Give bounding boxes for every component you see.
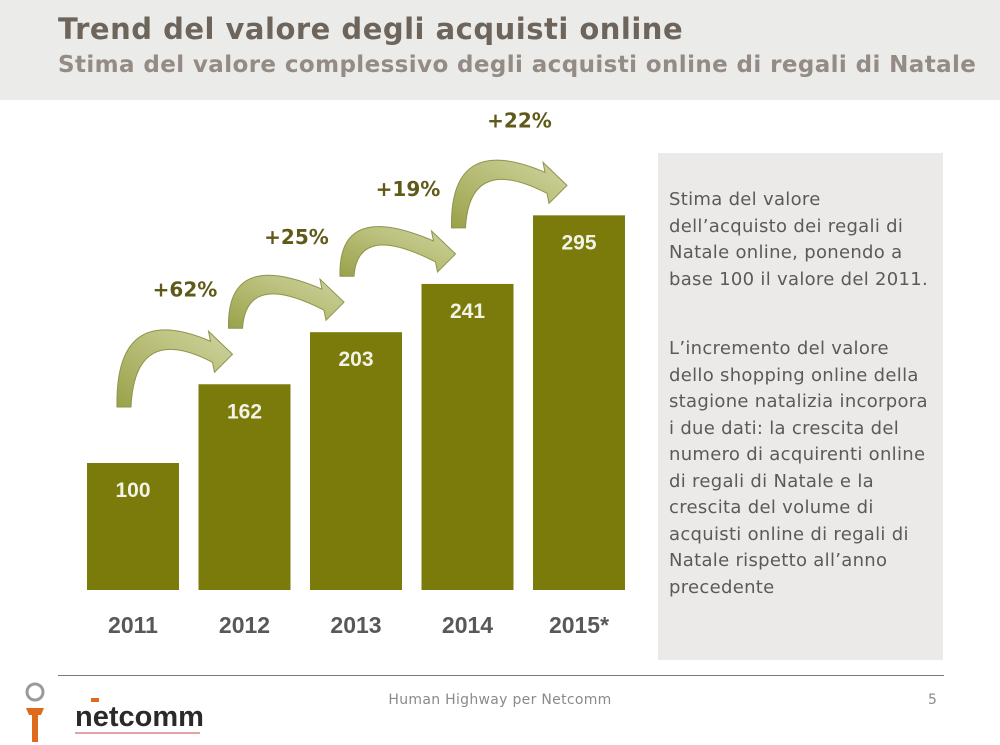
growth-label-1: +62% bbox=[153, 277, 218, 301]
slide-header: Trend del valore degli acquisti online S… bbox=[0, 0, 1000, 100]
logo-accent bbox=[91, 698, 99, 702]
growth-label-3: +19% bbox=[376, 177, 441, 201]
category-label-2015*: 2015* bbox=[549, 612, 609, 638]
growth-arrow-2 bbox=[227, 274, 345, 329]
value-label-2012: 162 bbox=[227, 400, 262, 423]
category-label-2013: 2013 bbox=[330, 612, 381, 638]
logo-figure-head bbox=[25, 682, 45, 702]
value-label-2015*: 295 bbox=[561, 231, 596, 254]
value-label-2013: 203 bbox=[338, 348, 373, 371]
netcomm-logo: netcomm bbox=[25, 682, 204, 742]
description-paragraph-1: Stima del valore dell’acquisto dei regal… bbox=[669, 189, 929, 290]
growth-label-2: +25% bbox=[264, 225, 329, 249]
logo-figure-body bbox=[26, 708, 44, 742]
category-label-2011: 2011 bbox=[108, 612, 158, 638]
value-label-2011: 100 bbox=[115, 479, 150, 502]
footer-divider bbox=[58, 675, 944, 676]
description-panel: Stima del valore dell’acquisto dei regal… bbox=[658, 153, 943, 660]
footer-source: Human Highway per Netcomm bbox=[388, 692, 612, 708]
bar-2015* bbox=[533, 215, 625, 590]
page-number: 5 bbox=[928, 692, 937, 708]
growth-label-4: +22% bbox=[487, 108, 552, 132]
slide-title: Trend del valore degli acquisti online bbox=[58, 12, 684, 46]
bar-2011 bbox=[87, 463, 179, 590]
slide-subtitle: Stima del valore complessivo degli acqui… bbox=[58, 52, 977, 78]
growth-arrow-4 bbox=[450, 159, 568, 229]
bar-2013 bbox=[310, 332, 402, 590]
description-paragraph-2: L’incremento del valore dello shopping o… bbox=[669, 338, 928, 598]
logo-wordmark: netcomm bbox=[75, 701, 204, 733]
category-label-2014: 2014 bbox=[442, 612, 493, 638]
category-label-2012: 2012 bbox=[219, 612, 270, 638]
bar-2014 bbox=[421, 283, 514, 590]
growth-arrow-3 bbox=[339, 226, 457, 277]
bar-chart: 100 2011 162 2012 203 2013 241 2014 295 2015* +62%… bbox=[87, 108, 625, 638]
growth-arrow-1 bbox=[116, 329, 234, 408]
value-label-2014: 241 bbox=[450, 300, 485, 323]
bar-2012 bbox=[198, 384, 291, 590]
